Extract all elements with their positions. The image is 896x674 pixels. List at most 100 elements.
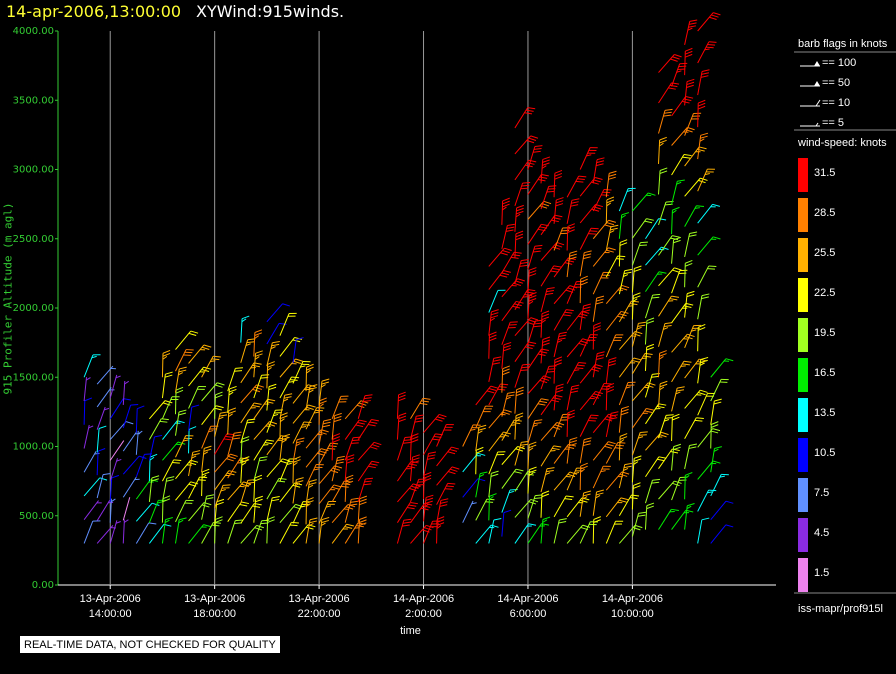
- barb-shaft: [331, 523, 347, 544]
- wind-barb: [684, 78, 695, 106]
- wind-barb: [279, 412, 288, 440]
- barb-shaft: [553, 519, 560, 544]
- wind-barb: [566, 223, 575, 251]
- barb-flag: [411, 436, 419, 440]
- barb-flag: [154, 434, 163, 438]
- barb-flag: [569, 250, 578, 254]
- barb-shaft: [149, 400, 166, 420]
- barb-flag: [320, 522, 326, 527]
- barb-shaft: [279, 376, 292, 399]
- barb-flag: [571, 387, 579, 391]
- wind-barb: [122, 403, 139, 429]
- barb-flag: [478, 427, 486, 431]
- wind-barb: [592, 271, 611, 295]
- barb-flag: [283, 398, 289, 402]
- barb-shaft: [579, 227, 592, 250]
- barb-flag: [267, 398, 276, 402]
- barb-flag: [666, 414, 674, 416]
- barb-flag: [672, 206, 680, 211]
- barb-shaft: [618, 382, 629, 406]
- barb-shaft: [266, 519, 269, 544]
- barb-flag: [331, 486, 340, 490]
- barb-flag: [489, 331, 497, 336]
- colorbar-swatch: [798, 318, 808, 352]
- barb-flag: [712, 203, 721, 207]
- barb-flag: [88, 425, 94, 429]
- barb-flag: [570, 204, 579, 207]
- barb-flag: [203, 344, 212, 348]
- wind-barb: [631, 407, 654, 429]
- barb-shaft: [240, 459, 243, 484]
- barb-flag: [115, 375, 121, 379]
- wind-barb: [174, 409, 187, 436]
- wind-barb: [148, 453, 158, 482]
- barb-shaft: [684, 417, 697, 439]
- barb-flag: [516, 204, 524, 209]
- wind-barb: [109, 474, 120, 502]
- barb-flag: [149, 453, 158, 458]
- barb-flag: [567, 223, 575, 227]
- barb-flag: [583, 443, 591, 447]
- barb-shaft: [645, 431, 662, 451]
- x-tick-time-label: 18:00:00: [193, 608, 236, 620]
- barb-flag: [166, 479, 174, 482]
- barb-shaft: [501, 322, 511, 345]
- barb-flag: [582, 524, 591, 528]
- barb-flag: [368, 424, 376, 427]
- barb-shaft: [201, 405, 217, 426]
- barb-flag: [515, 412, 524, 417]
- wind-barb: [697, 203, 721, 224]
- barb-flag: [245, 343, 251, 346]
- barb-flag: [533, 247, 542, 250]
- wind-barb: [201, 494, 215, 520]
- wind-barb: [344, 419, 367, 440]
- barb-shaft: [514, 182, 524, 207]
- barb-flag: [542, 162, 550, 166]
- wind-barb: [566, 437, 578, 464]
- barb-shaft: [697, 393, 708, 416]
- barb-flag: [608, 219, 616, 223]
- barb-flag: [546, 290, 554, 293]
- barb-shaft: [540, 519, 544, 544]
- wind-barb: [697, 168, 715, 192]
- chart-date-title: 14-apr-2006,13:00:00: [6, 2, 182, 21]
- barb-shaft: [697, 460, 714, 480]
- barb-flag: [470, 428, 476, 431]
- barb-flag: [479, 471, 488, 475]
- barb-flag: [398, 412, 407, 417]
- wind-barb: [514, 182, 531, 207]
- barb-shaft: [671, 96, 687, 117]
- barb-shaft: [83, 400, 86, 425]
- barb-shaft: [135, 522, 150, 544]
- barb-flag: [486, 498, 495, 501]
- barb-flag: [403, 518, 412, 521]
- wind-barb: [357, 516, 367, 544]
- barb-flag: [286, 462, 292, 466]
- x-tick-time-label: 22:00:00: [298, 608, 341, 620]
- barb-shaft: [566, 281, 577, 304]
- barb-flag: [659, 142, 664, 147]
- wind-barb: [475, 385, 499, 406]
- wind-barb: [409, 454, 420, 482]
- wind-barb: [540, 516, 551, 544]
- wind-barb: [618, 405, 629, 433]
- barb-flag: [272, 340, 280, 344]
- wind-barb: [605, 382, 615, 411]
- barb-flag: [528, 298, 537, 302]
- barb-flag: [638, 511, 647, 514]
- barb-flag: [546, 371, 555, 373]
- barb-shaft: [475, 385, 492, 406]
- barb-shaft: [540, 395, 556, 416]
- wind-barb: [240, 315, 250, 343]
- barb-shaft: [488, 358, 495, 382]
- barb-shaft: [632, 382, 649, 402]
- barb-flag: [493, 518, 502, 521]
- barb-flag: [673, 236, 681, 241]
- wind-barb: [671, 236, 681, 264]
- barb-shaft: [135, 454, 145, 478]
- wind-barb: [553, 383, 564, 411]
- barb-flag: [476, 446, 484, 451]
- barb-flag: [327, 447, 336, 450]
- wind-barb: [658, 414, 674, 439]
